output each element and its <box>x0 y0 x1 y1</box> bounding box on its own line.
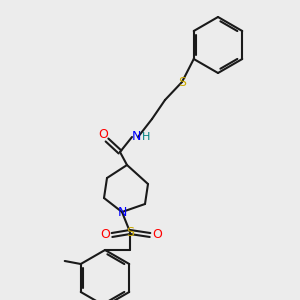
Text: N: N <box>117 206 127 218</box>
Text: O: O <box>98 128 108 142</box>
Text: S: S <box>126 226 134 238</box>
Text: S: S <box>178 76 186 88</box>
Text: N: N <box>131 130 141 143</box>
Text: O: O <box>100 229 110 242</box>
Text: H: H <box>142 132 150 142</box>
Text: O: O <box>152 229 162 242</box>
